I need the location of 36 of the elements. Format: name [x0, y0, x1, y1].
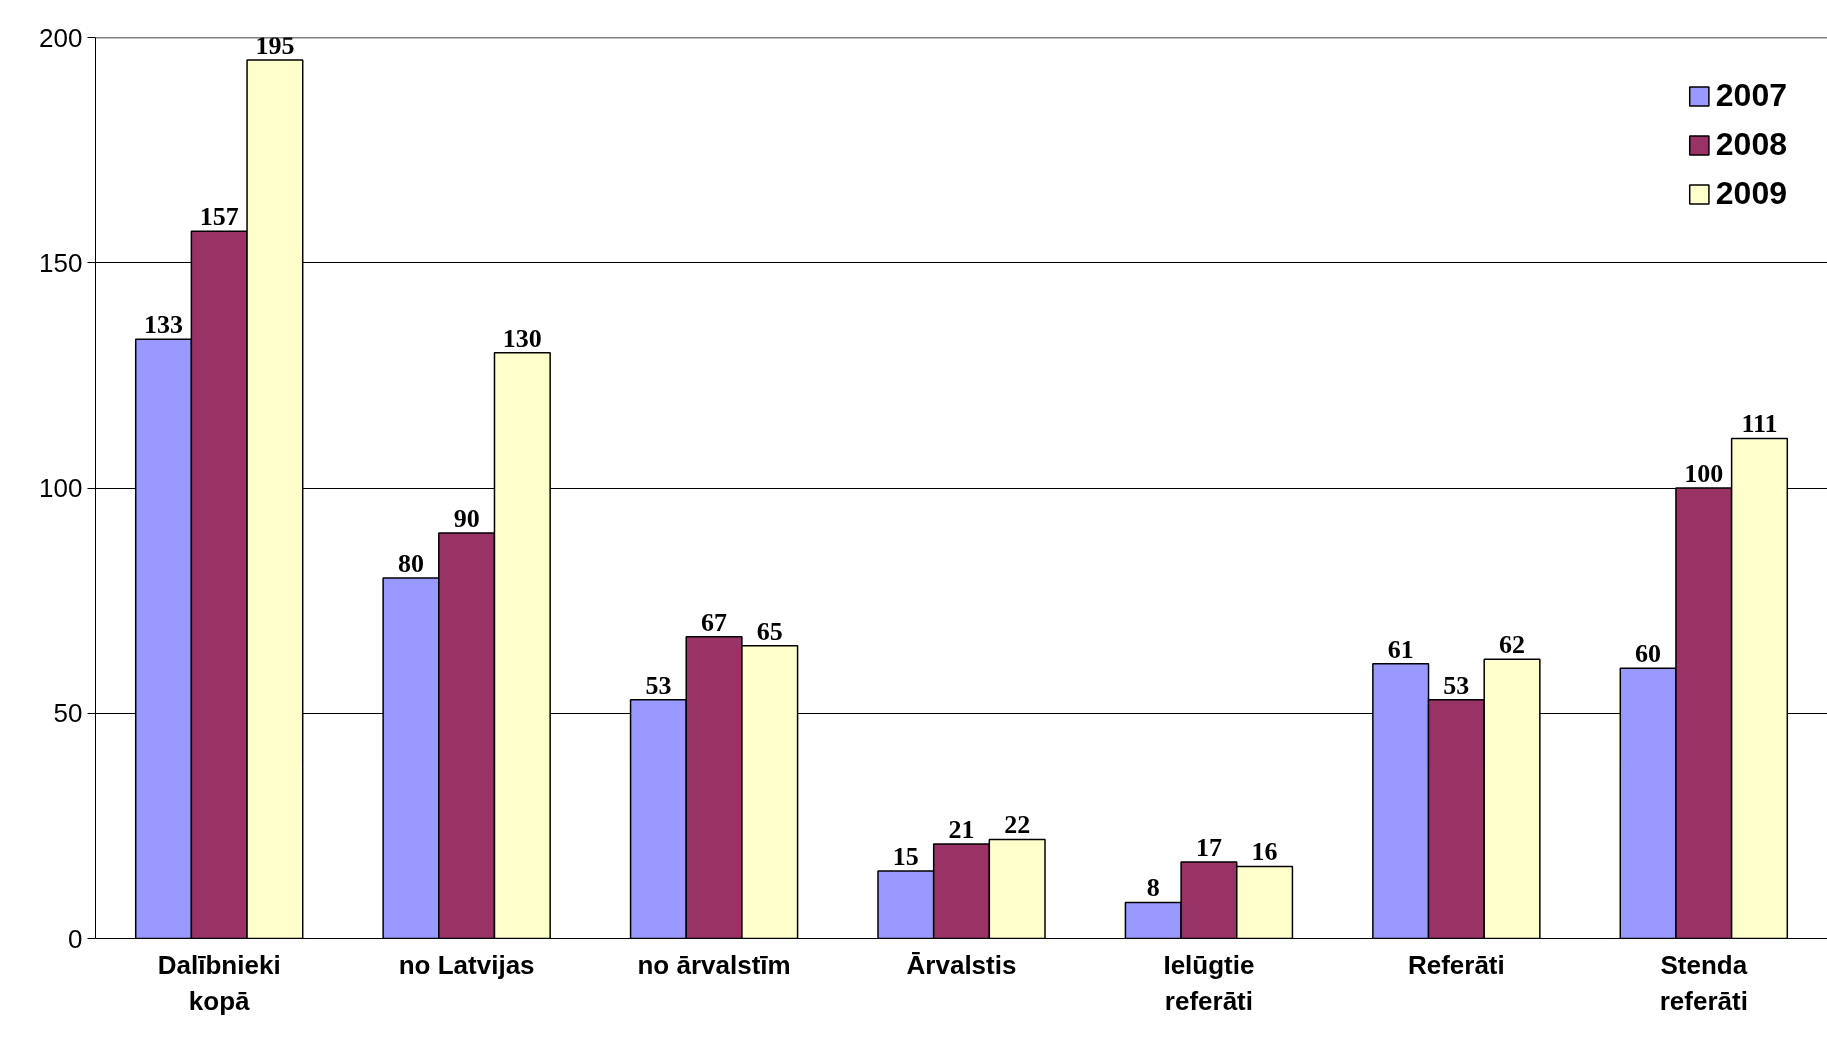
x-tick-label: Dalībnieki kopā — [157, 949, 281, 1016]
data-label: 111 — [1741, 409, 1778, 439]
legend-label: 2008 — [1715, 126, 1787, 163]
x-tick-label: Referāti — [1407, 949, 1505, 980]
data-label: 53 — [1443, 670, 1470, 700]
data-label: 17 — [1195, 832, 1222, 862]
y-tick-label: 100 — [39, 473, 83, 503]
x-tick-label: Ielūgtie referāti — [1163, 949, 1255, 1016]
data-label: 157 — [199, 202, 239, 232]
y-tick-label: 0 — [68, 923, 83, 954]
data-label: 53 — [645, 670, 672, 700]
data-label: 15 — [892, 841, 919, 871]
data-label: 100 — [1684, 459, 1724, 488]
data-label: 67 — [701, 607, 728, 637]
x-tick-label: no ārvalstīm — [637, 949, 791, 980]
data-label: 8 — [1146, 873, 1160, 903]
data-label: 90 — [453, 504, 480, 534]
data-label: 130 — [502, 323, 542, 353]
y-tick-label: 150 — [39, 247, 83, 278]
data-label: 60 — [1635, 639, 1662, 669]
y-tick-label: 200 — [39, 22, 83, 53]
data-label: 195 — [255, 31, 295, 61]
x-tick-label: Stenda referāti — [1659, 949, 1748, 1016]
data-label: 61 — [1387, 634, 1414, 664]
data-label: 22 — [1004, 810, 1031, 840]
legend-label: 2007 — [1715, 77, 1787, 114]
data-label: 133 — [144, 310, 184, 340]
data-label: 21 — [948, 814, 975, 844]
x-tick-label: Ārvalstis — [906, 949, 1017, 980]
legend-label: 2009 — [1715, 175, 1787, 212]
data-label: 80 — [397, 549, 424, 579]
data-label: 62 — [1499, 630, 1526, 660]
x-tick-label: no Latvijas — [398, 949, 535, 980]
y-tick-label: 50 — [53, 698, 83, 729]
data-label: 16 — [1251, 837, 1278, 867]
data-label: 65 — [756, 616, 783, 646]
